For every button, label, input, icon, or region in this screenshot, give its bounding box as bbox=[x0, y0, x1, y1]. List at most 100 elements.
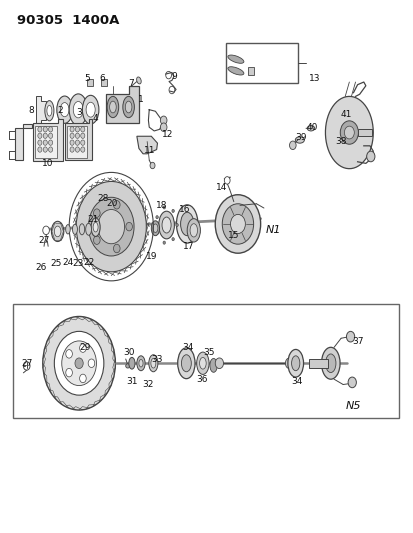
Bar bbox=[357, 130, 371, 136]
Text: 5: 5 bbox=[84, 74, 90, 83]
Text: 11: 11 bbox=[143, 146, 154, 155]
Bar bbox=[86, 79, 93, 86]
Text: 19: 19 bbox=[145, 253, 157, 261]
Ellipse shape bbox=[125, 101, 132, 113]
Ellipse shape bbox=[128, 358, 135, 369]
Circle shape bbox=[38, 140, 42, 146]
Text: 27: 27 bbox=[21, 359, 32, 368]
Text: 7: 7 bbox=[128, 78, 133, 87]
Ellipse shape bbox=[148, 355, 157, 372]
Text: 25: 25 bbox=[50, 260, 62, 268]
Circle shape bbox=[126, 222, 132, 231]
Text: 31: 31 bbox=[126, 377, 137, 386]
Text: 21: 21 bbox=[88, 215, 99, 224]
Ellipse shape bbox=[306, 126, 314, 131]
Circle shape bbox=[43, 317, 115, 410]
Text: 18: 18 bbox=[155, 201, 167, 210]
Circle shape bbox=[339, 121, 358, 144]
Circle shape bbox=[43, 226, 49, 235]
Text: 90305  1400A: 90305 1400A bbox=[17, 14, 119, 27]
Polygon shape bbox=[15, 124, 31, 160]
Circle shape bbox=[160, 116, 166, 125]
Circle shape bbox=[285, 358, 293, 368]
Ellipse shape bbox=[287, 350, 303, 377]
Text: 37: 37 bbox=[351, 337, 363, 346]
Circle shape bbox=[43, 147, 47, 152]
Circle shape bbox=[75, 127, 79, 132]
Ellipse shape bbox=[187, 219, 200, 242]
Circle shape bbox=[163, 241, 165, 244]
Circle shape bbox=[38, 127, 42, 132]
Circle shape bbox=[215, 358, 223, 368]
Bar bbox=[66, 126, 87, 158]
Ellipse shape bbox=[57, 96, 72, 123]
Polygon shape bbox=[33, 119, 62, 161]
Circle shape bbox=[88, 197, 134, 256]
Ellipse shape bbox=[294, 137, 304, 143]
Polygon shape bbox=[137, 136, 157, 154]
Ellipse shape bbox=[60, 103, 69, 117]
Circle shape bbox=[346, 332, 354, 342]
Circle shape bbox=[93, 209, 100, 217]
Circle shape bbox=[230, 214, 245, 233]
Text: 14: 14 bbox=[215, 183, 227, 192]
Ellipse shape bbox=[79, 224, 84, 235]
Polygon shape bbox=[106, 86, 139, 123]
Circle shape bbox=[38, 147, 42, 152]
Text: 40: 40 bbox=[306, 123, 317, 132]
Text: 29: 29 bbox=[79, 343, 91, 352]
Text: 39: 39 bbox=[294, 133, 306, 142]
Circle shape bbox=[66, 350, 72, 358]
Ellipse shape bbox=[91, 218, 100, 237]
Ellipse shape bbox=[72, 224, 77, 235]
Circle shape bbox=[48, 147, 52, 152]
Text: 12: 12 bbox=[162, 130, 173, 139]
Circle shape bbox=[66, 368, 72, 377]
Circle shape bbox=[215, 195, 260, 253]
Ellipse shape bbox=[150, 359, 155, 368]
Ellipse shape bbox=[93, 222, 98, 232]
Circle shape bbox=[75, 147, 79, 152]
Ellipse shape bbox=[109, 101, 116, 113]
Circle shape bbox=[75, 133, 79, 139]
Circle shape bbox=[98, 209, 124, 244]
Circle shape bbox=[224, 176, 230, 184]
Ellipse shape bbox=[86, 102, 95, 117]
Ellipse shape bbox=[66, 224, 70, 234]
Circle shape bbox=[43, 133, 47, 139]
Ellipse shape bbox=[123, 96, 134, 118]
Text: 35: 35 bbox=[203, 348, 214, 357]
Circle shape bbox=[113, 244, 120, 253]
Bar bbox=[248, 67, 254, 75]
Circle shape bbox=[75, 358, 83, 368]
Bar bbox=[309, 359, 327, 368]
Text: 3: 3 bbox=[76, 108, 82, 117]
Ellipse shape bbox=[85, 223, 91, 235]
Circle shape bbox=[38, 133, 42, 139]
Circle shape bbox=[81, 147, 85, 152]
Text: 27: 27 bbox=[38, 237, 50, 246]
Ellipse shape bbox=[227, 55, 243, 63]
Circle shape bbox=[79, 374, 86, 383]
Ellipse shape bbox=[180, 212, 193, 236]
Ellipse shape bbox=[82, 95, 99, 124]
Text: N1: N1 bbox=[265, 225, 280, 236]
Circle shape bbox=[155, 231, 158, 235]
Text: 20: 20 bbox=[106, 199, 118, 208]
Circle shape bbox=[160, 123, 166, 132]
Ellipse shape bbox=[45, 101, 54, 121]
Polygon shape bbox=[325, 96, 373, 168]
Circle shape bbox=[155, 215, 158, 219]
Text: 2: 2 bbox=[57, 106, 63, 115]
Ellipse shape bbox=[150, 163, 154, 168]
Text: 4: 4 bbox=[93, 114, 98, 123]
Ellipse shape bbox=[181, 355, 191, 372]
Ellipse shape bbox=[126, 364, 130, 368]
Ellipse shape bbox=[152, 224, 157, 232]
Text: 33: 33 bbox=[152, 355, 163, 364]
Text: 22: 22 bbox=[83, 258, 95, 266]
Text: 24: 24 bbox=[62, 258, 74, 266]
Ellipse shape bbox=[69, 94, 87, 125]
Text: 30: 30 bbox=[123, 348, 134, 357]
Ellipse shape bbox=[177, 348, 195, 378]
